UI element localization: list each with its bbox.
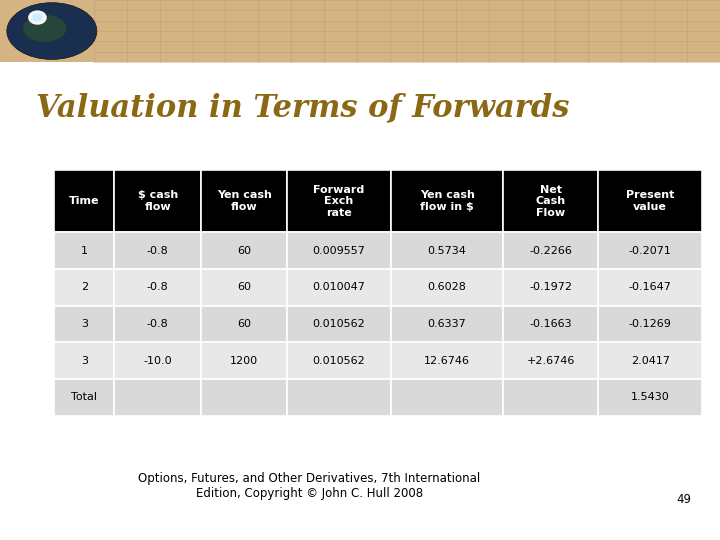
Bar (503, 269, 598, 306)
Text: 3: 3 (81, 319, 88, 329)
Bar (598, 232, 702, 269)
Bar (598, 342, 702, 379)
Bar (201, 269, 287, 306)
Text: 2.0417: 2.0417 (631, 356, 670, 366)
Text: -0.8: -0.8 (147, 246, 168, 255)
Text: 1: 1 (81, 246, 88, 255)
Bar (114, 232, 201, 269)
Text: -10.0: -10.0 (143, 356, 172, 366)
Bar (54, 379, 114, 416)
Bar (503, 306, 598, 342)
Ellipse shape (23, 15, 66, 42)
Bar (114, 342, 201, 379)
Text: +2.6746: +2.6746 (526, 356, 575, 366)
Bar (114, 170, 201, 232)
Bar (598, 379, 702, 416)
Bar (503, 379, 598, 416)
Text: Forward
Exch
rate: Forward Exch rate (313, 185, 365, 218)
FancyBboxPatch shape (0, 0, 720, 62)
Text: 1200: 1200 (230, 356, 258, 366)
Bar (391, 306, 503, 342)
Text: -0.1972: -0.1972 (529, 282, 572, 292)
Text: Present
value: Present value (626, 190, 675, 212)
Bar (54, 269, 114, 306)
Bar (391, 170, 503, 232)
Text: 1.5430: 1.5430 (631, 393, 670, 402)
Bar (503, 232, 598, 269)
Text: -0.2071: -0.2071 (629, 246, 672, 255)
Bar (598, 306, 702, 342)
Bar (391, 342, 503, 379)
Bar (201, 342, 287, 379)
Text: 0.010562: 0.010562 (312, 319, 366, 329)
Bar (598, 170, 702, 232)
Text: 0.6028: 0.6028 (428, 282, 467, 292)
Text: 0.009557: 0.009557 (312, 246, 366, 255)
Bar (391, 232, 503, 269)
Text: 60: 60 (237, 282, 251, 292)
Ellipse shape (6, 3, 96, 59)
Text: 3: 3 (81, 356, 88, 366)
Text: 0.6337: 0.6337 (428, 319, 467, 329)
Text: -0.8: -0.8 (147, 282, 168, 292)
Bar (201, 232, 287, 269)
Bar (54, 306, 114, 342)
Bar (598, 269, 702, 306)
Bar (287, 379, 391, 416)
Text: Net
Cash
Flow: Net Cash Flow (536, 185, 566, 218)
Bar (391, 269, 503, 306)
Circle shape (33, 14, 42, 21)
Bar (201, 379, 287, 416)
Text: -0.1663: -0.1663 (529, 319, 572, 329)
Text: Yen cash
flow in $: Yen cash flow in $ (420, 190, 474, 212)
Text: -0.1269: -0.1269 (629, 319, 672, 329)
Bar (503, 342, 598, 379)
Text: 12.6746: 12.6746 (424, 356, 470, 366)
Text: 60: 60 (237, 319, 251, 329)
Text: -0.1647: -0.1647 (629, 282, 672, 292)
Bar (114, 269, 201, 306)
Bar (287, 306, 391, 342)
Bar (114, 379, 201, 416)
Bar (201, 306, 287, 342)
Text: 0.010047: 0.010047 (312, 282, 366, 292)
Bar (54, 232, 114, 269)
Text: 49: 49 (676, 493, 691, 506)
Text: 0.5734: 0.5734 (428, 246, 467, 255)
Text: $ cash
flow: $ cash flow (138, 190, 178, 212)
Bar (54, 342, 114, 379)
Text: -0.2266: -0.2266 (529, 246, 572, 255)
Circle shape (29, 11, 46, 24)
Text: 60: 60 (237, 246, 251, 255)
Text: Time: Time (69, 196, 99, 206)
Bar (54, 170, 114, 232)
Bar (201, 170, 287, 232)
Bar (287, 342, 391, 379)
Bar (503, 170, 598, 232)
Text: Yen cash
flow: Yen cash flow (217, 190, 271, 212)
Text: 0.010562: 0.010562 (312, 356, 366, 366)
Bar (114, 306, 201, 342)
Text: 2: 2 (81, 282, 88, 292)
Text: Total: Total (71, 393, 97, 402)
Bar (287, 232, 391, 269)
Bar (287, 269, 391, 306)
Text: Options, Futures, and Other Derivatives, 7th International
Edition, Copyright © : Options, Futures, and Other Derivatives,… (138, 472, 481, 500)
Bar (391, 379, 503, 416)
Text: Valuation in Terms of Forwards: Valuation in Terms of Forwards (36, 92, 570, 124)
Bar (287, 170, 391, 232)
Text: -0.8: -0.8 (147, 319, 168, 329)
